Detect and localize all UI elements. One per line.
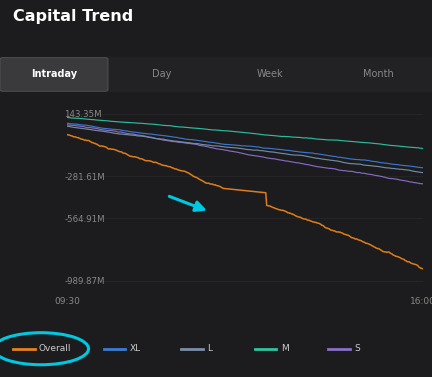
Text: L: L: [207, 344, 213, 353]
Text: S: S: [354, 344, 360, 353]
Text: Day: Day: [152, 69, 172, 80]
Text: XL: XL: [130, 344, 141, 353]
Text: Week: Week: [257, 69, 283, 80]
Text: Intraday: Intraday: [31, 69, 77, 80]
Text: Capital Trend: Capital Trend: [13, 9, 133, 25]
Text: Month: Month: [362, 69, 394, 80]
Text: Overall: Overall: [39, 344, 71, 353]
Text: M: M: [281, 344, 289, 353]
